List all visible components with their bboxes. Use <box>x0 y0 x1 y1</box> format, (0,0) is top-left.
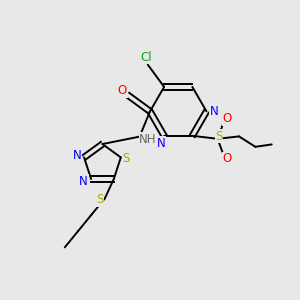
Text: N: N <box>209 105 218 118</box>
Text: S: S <box>215 130 223 143</box>
Text: N: N <box>157 137 166 150</box>
Text: S: S <box>96 193 103 206</box>
Text: NH: NH <box>139 133 157 146</box>
Text: N: N <box>73 148 82 161</box>
Text: Cl: Cl <box>140 51 152 64</box>
Text: S: S <box>122 152 130 165</box>
Text: O: O <box>223 152 232 165</box>
Text: O: O <box>223 112 232 125</box>
Text: N: N <box>79 175 88 188</box>
Text: O: O <box>118 84 127 97</box>
